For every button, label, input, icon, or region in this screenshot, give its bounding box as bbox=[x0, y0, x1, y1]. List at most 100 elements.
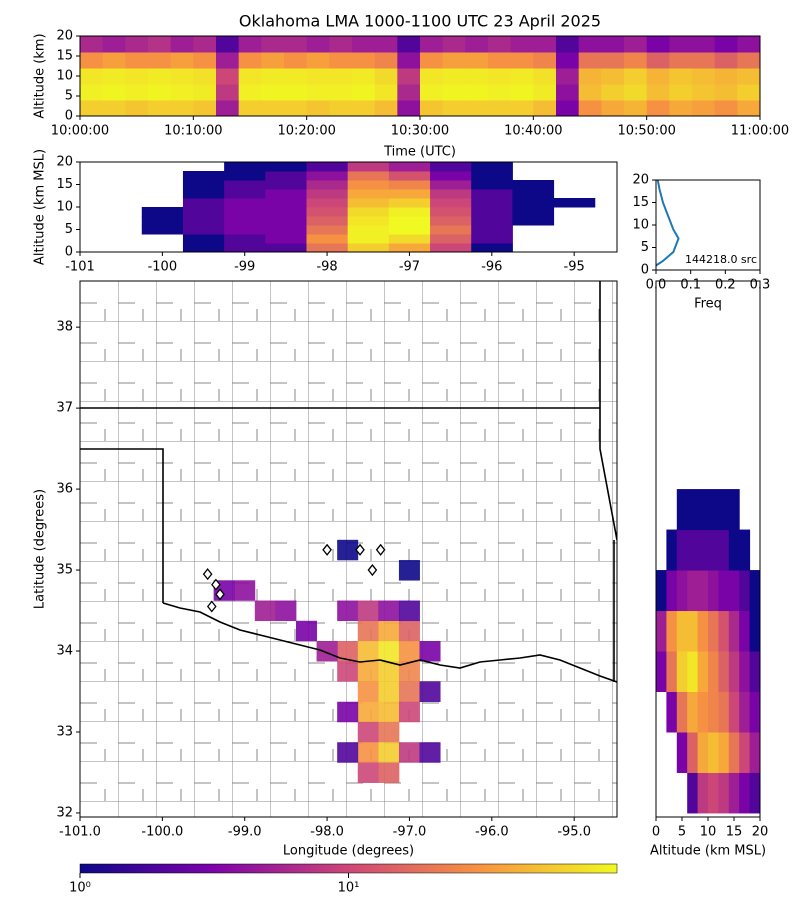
density-cell bbox=[728, 489, 740, 531]
density-cell bbox=[224, 171, 266, 181]
density-cell bbox=[676, 489, 688, 531]
density-cell bbox=[224, 162, 266, 172]
density-cell bbox=[718, 489, 730, 531]
density-cell bbox=[488, 52, 512, 69]
density-cell bbox=[687, 731, 699, 773]
density-cell bbox=[224, 216, 266, 226]
density-cell bbox=[708, 529, 719, 571]
x-tick-label: -95.0 bbox=[557, 825, 591, 840]
x-axis-label: Longitude (degrees) bbox=[283, 844, 414, 859]
density-cell bbox=[265, 189, 307, 199]
y-tick-label: 34 bbox=[56, 644, 73, 659]
density-cell bbox=[398, 681, 420, 703]
density-cell bbox=[510, 100, 534, 116]
density-cell bbox=[295, 620, 317, 642]
x-tick-label: -99.0 bbox=[228, 825, 262, 840]
y-tick-label: 36 bbox=[56, 482, 73, 497]
y-tick-label: 10 bbox=[56, 200, 73, 215]
y-axis-label: Altitude (km MSL) bbox=[33, 149, 48, 265]
density-cell bbox=[512, 189, 555, 199]
density-cell bbox=[193, 36, 217, 53]
density-cell bbox=[284, 84, 308, 101]
density-cell bbox=[601, 84, 625, 101]
density-cell bbox=[141, 225, 184, 235]
density-cell bbox=[510, 68, 534, 85]
x-tick-label: 5 bbox=[678, 825, 686, 840]
density-cell bbox=[261, 36, 285, 53]
x-tick-label: 10:00:00 bbox=[51, 124, 109, 139]
density-cell bbox=[488, 36, 512, 53]
density-cell bbox=[697, 610, 709, 652]
density-cell bbox=[728, 691, 740, 733]
state-borders bbox=[80, 281, 617, 683]
x-tick-label: 20 bbox=[752, 825, 769, 840]
density-cell bbox=[692, 36, 716, 53]
density-cell bbox=[374, 84, 398, 101]
density-cell bbox=[148, 84, 172, 101]
density-cell bbox=[170, 100, 194, 116]
density-cell bbox=[692, 100, 716, 116]
density-cell bbox=[265, 198, 307, 208]
density-cell bbox=[397, 52, 421, 69]
density-cell bbox=[397, 84, 421, 101]
density-cell bbox=[193, 100, 217, 116]
density-cell bbox=[692, 84, 716, 101]
density-cell bbox=[419, 742, 441, 763]
density-cell bbox=[624, 68, 648, 85]
density-cell bbox=[697, 731, 709, 773]
density-cell bbox=[471, 207, 513, 217]
density-cell bbox=[488, 68, 512, 85]
density-cell bbox=[254, 600, 276, 622]
density-cell bbox=[739, 651, 751, 693]
density-cell bbox=[337, 600, 359, 622]
density-cell bbox=[718, 772, 730, 814]
density-cell bbox=[352, 52, 376, 69]
density-cell bbox=[728, 610, 740, 652]
density-cell bbox=[728, 731, 740, 773]
density-cell bbox=[471, 198, 513, 208]
density-cell bbox=[749, 691, 760, 733]
density-cell bbox=[182, 180, 225, 190]
y-tick-label: 0 bbox=[65, 109, 73, 124]
density-cell bbox=[80, 84, 104, 101]
density-cell bbox=[306, 100, 330, 116]
annotation: 144218.0 src bbox=[685, 253, 757, 266]
density-cell bbox=[388, 189, 431, 199]
density-cell bbox=[737, 52, 760, 69]
density-cell bbox=[666, 570, 678, 612]
density-cell bbox=[306, 216, 349, 226]
density-cell bbox=[430, 189, 472, 199]
density-cell bbox=[697, 691, 709, 733]
density-cell bbox=[306, 68, 330, 85]
density-cell bbox=[669, 68, 693, 85]
density-cell bbox=[624, 100, 648, 116]
density-cell bbox=[357, 620, 379, 642]
colorbar-tick-label: 10¹ bbox=[338, 881, 360, 896]
density-cell bbox=[347, 225, 390, 235]
density-cell bbox=[749, 651, 760, 693]
density-cell bbox=[510, 52, 534, 69]
x-axis-label: Freq bbox=[694, 297, 722, 312]
density-cell bbox=[533, 36, 557, 53]
station bbox=[211, 578, 221, 591]
density-cell bbox=[692, 68, 716, 85]
density-cell bbox=[374, 100, 398, 116]
density-cell bbox=[714, 36, 738, 53]
density-cell bbox=[388, 162, 431, 172]
density-cell bbox=[398, 600, 420, 622]
density-cell bbox=[708, 731, 719, 773]
density-cell bbox=[265, 171, 307, 181]
density-cell bbox=[556, 100, 580, 116]
density-cell bbox=[170, 68, 194, 85]
density-cell bbox=[216, 100, 240, 116]
density-cell bbox=[347, 207, 390, 217]
density-cell bbox=[193, 68, 217, 85]
density-cell bbox=[284, 100, 308, 116]
density-cell bbox=[398, 661, 420, 682]
density-cell bbox=[306, 243, 349, 252]
density-cell bbox=[182, 216, 225, 226]
density-cell bbox=[578, 84, 602, 101]
density-cell bbox=[737, 100, 760, 116]
density-cell bbox=[102, 52, 126, 69]
density-cell bbox=[666, 610, 678, 652]
